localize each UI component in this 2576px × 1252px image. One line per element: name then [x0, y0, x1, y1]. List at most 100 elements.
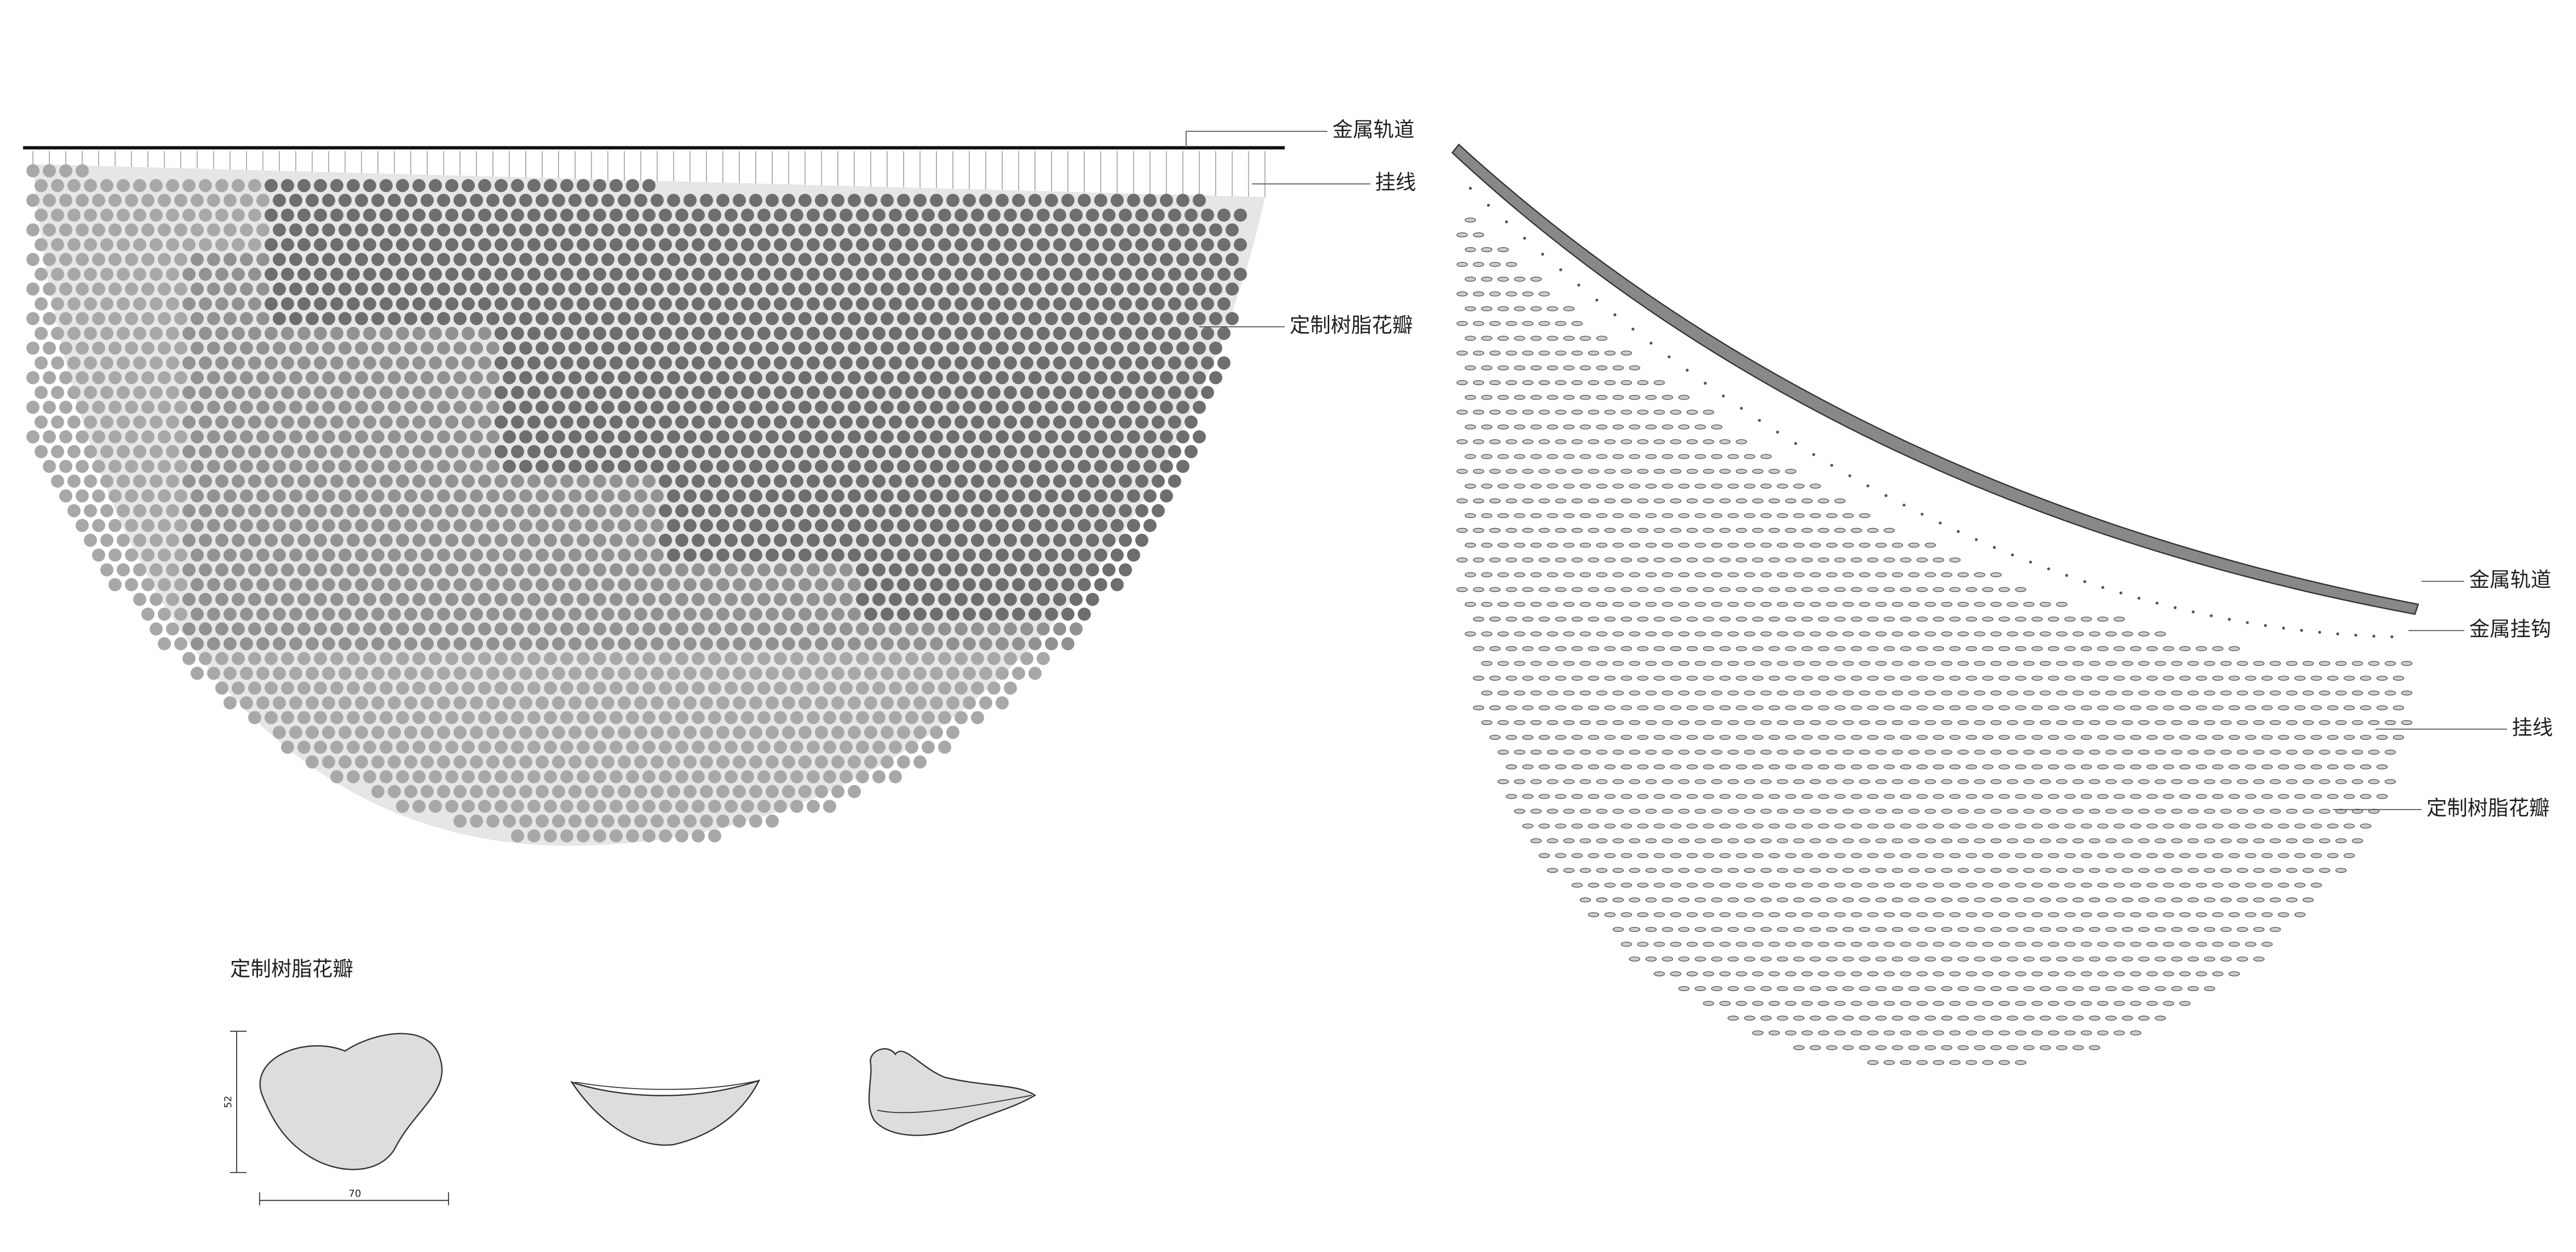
resin-petal: [2302, 838, 2314, 844]
resin-petal: [1654, 557, 1665, 563]
resin-petal: [2237, 720, 2248, 725]
resin-petal: [814, 637, 828, 651]
resin-petal: [839, 740, 853, 754]
resin-petal: [486, 725, 500, 739]
resin-petal: [823, 593, 837, 606]
resin-petal: [2376, 735, 2388, 740]
resin-petal: [1686, 971, 1698, 976]
resin-petal: [577, 681, 590, 695]
resin-petal: [955, 593, 968, 606]
resin-petal: [330, 326, 344, 340]
resin-petal: [1785, 971, 1796, 976]
resin-petal: [240, 578, 253, 591]
resin-petal: [552, 223, 565, 237]
resin-petal: [708, 652, 721, 665]
resin-petal: [511, 356, 524, 370]
resin-petal: [322, 548, 335, 562]
resin-petal: [848, 460, 861, 473]
resin-petal: [404, 755, 418, 769]
resin-petal: [100, 504, 114, 517]
resin-petal: [1785, 498, 1796, 504]
resin-petal: [2187, 986, 2199, 992]
resin-petal: [700, 430, 713, 444]
resin-petal: [84, 297, 97, 311]
resin-petal: [2261, 764, 2273, 769]
resin-petal: [889, 415, 902, 429]
resin-petal: [1966, 1060, 1977, 1065]
resin-petal: [1711, 986, 1723, 992]
resin-petal: [1094, 312, 1108, 325]
resin-petal: [700, 785, 713, 799]
resin-petal: [872, 504, 886, 517]
resin-petal: [363, 711, 376, 724]
resin-petal: [223, 578, 237, 591]
resin-petal: [659, 356, 672, 370]
resin-petal: [494, 445, 508, 459]
resin-petal: [732, 578, 746, 591]
resin-petal: [1900, 616, 1912, 622]
resin-petal: [626, 208, 639, 222]
resin-petal: [741, 297, 754, 311]
resin-petal: [749, 519, 762, 532]
resin-petal: [2179, 764, 2191, 769]
resin-petal: [371, 430, 385, 444]
resin-petal: [955, 386, 968, 400]
resin-petal: [880, 253, 894, 266]
resin-petal: [1744, 543, 1755, 548]
resin-petal: [2105, 897, 2117, 903]
resin-petal: [2187, 808, 2199, 814]
resin-petal: [1588, 350, 1599, 356]
resin-petal: [34, 178, 48, 192]
resin-petal: [215, 652, 229, 665]
resin-petal: [511, 297, 524, 311]
resin-petal: [2302, 690, 2314, 696]
resin-petal: [2261, 883, 2273, 888]
resin-petal: [1777, 808, 1788, 814]
resin-petal: [568, 401, 582, 414]
resin-petal: [388, 725, 401, 739]
resin-petal: [1719, 912, 1731, 917]
resin-petal: [1793, 631, 1805, 637]
resin-petal: [2015, 587, 2026, 592]
resin-petal: [199, 445, 212, 459]
resin-petal: [1818, 971, 1830, 976]
resin-petal: [396, 238, 410, 252]
resin-petal: [807, 208, 820, 222]
resin-petal: [1629, 661, 1641, 666]
resin-petal: [1465, 395, 1476, 400]
resin-petal: [724, 770, 738, 783]
resin-petal: [913, 755, 927, 769]
resin-petal: [1473, 291, 1484, 297]
resin-petal: [880, 371, 894, 384]
resin-petal: [905, 474, 919, 488]
resin-petal: [2228, 794, 2240, 799]
resin-petal: [872, 238, 886, 252]
resin-petal: [2220, 897, 2232, 903]
resin-petal: [1916, 676, 1928, 681]
resin-petal: [1793, 661, 1805, 666]
resin-petal: [938, 267, 951, 281]
resin-petal: [404, 223, 418, 237]
resin-petal: [1547, 631, 1558, 637]
resin-petal: [1654, 942, 1665, 947]
resin-petal: [946, 371, 960, 384]
resin-petal: [577, 238, 590, 252]
resin-petal: [1481, 720, 1493, 725]
resin-petal: [1661, 690, 1673, 696]
resin-petal: [511, 238, 524, 252]
resin-petal: [1612, 395, 1624, 400]
resin-petal: [1727, 661, 1739, 666]
resin-petal: [1620, 469, 1632, 474]
resin-petal: [1119, 415, 1132, 429]
resin-petal: [1702, 912, 1714, 917]
resin-petal: [2039, 956, 2051, 962]
resin-petal: [1530, 484, 1542, 489]
resin-petal: [535, 194, 549, 207]
resin-petal: [584, 755, 598, 769]
resin-petal: [667, 666, 680, 680]
resin-petal: [1028, 519, 1042, 532]
resin-petal: [1506, 469, 1517, 474]
resin-petal: [938, 386, 951, 400]
resin-petal: [1563, 513, 1575, 518]
resin-petal: [1941, 808, 1953, 814]
